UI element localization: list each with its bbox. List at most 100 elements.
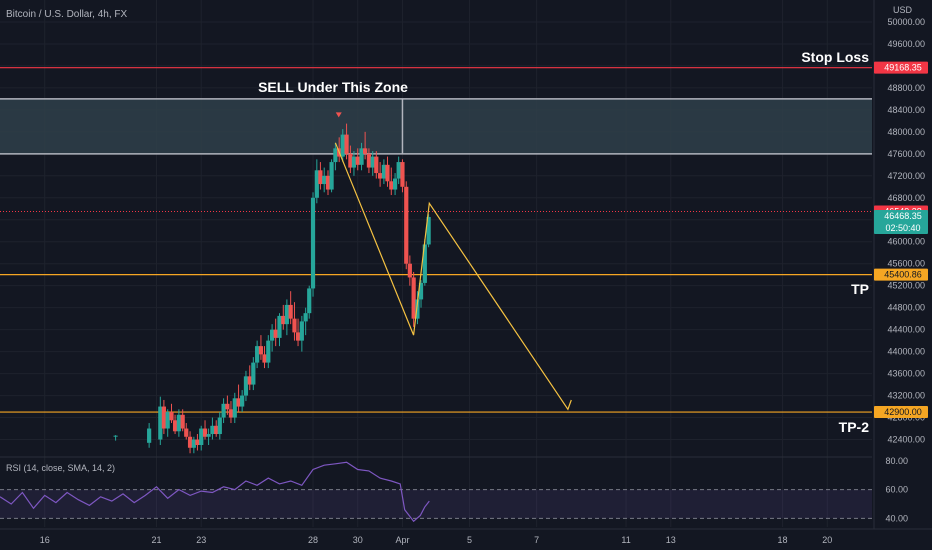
- candle-body: [202, 428, 208, 437]
- candle-body: [374, 156, 379, 174]
- candle: [266, 335, 271, 369]
- candle: [314, 159, 319, 204]
- candle: [202, 420, 208, 440]
- price-tick-label: 44400.00: [887, 325, 925, 335]
- candle-body: [314, 170, 319, 198]
- candle-body: [180, 414, 185, 429]
- candle: [221, 398, 226, 424]
- candle-body: [407, 263, 412, 278]
- candle-body: [277, 315, 282, 338]
- price-tick-label: 42400.00: [887, 435, 925, 445]
- candle-body: [400, 162, 405, 187]
- trend-path[interactable]: [334, 142, 572, 411]
- sell-zone[interactable]: [0, 98, 872, 155]
- candle: [217, 412, 222, 440]
- candle-body: [318, 170, 323, 185]
- price-tag-bg: [874, 210, 928, 235]
- time-tick-label: 11: [621, 535, 630, 545]
- candle-body: [161, 406, 166, 429]
- candle-body: [422, 244, 427, 283]
- candle-body: [172, 420, 178, 432]
- candle: [396, 156, 401, 185]
- candle: [329, 159, 334, 193]
- candle-body: [295, 332, 301, 341]
- price-tick-label: 43200.00: [887, 391, 925, 401]
- candle-body: [247, 376, 252, 385]
- candle: [184, 423, 189, 440]
- candle: [404, 181, 409, 270]
- time-tick-label: 5: [467, 535, 472, 545]
- candle-body: [310, 197, 316, 289]
- candle: [344, 123, 349, 160]
- candle: [351, 151, 357, 176]
- time-tick-label: 18: [778, 535, 788, 545]
- candle: [258, 335, 264, 360]
- time-tick-label: 23: [196, 535, 206, 545]
- candle-body: [288, 304, 293, 319]
- candle: [206, 428, 211, 446]
- candle-body: [273, 329, 278, 338]
- candle: [225, 395, 230, 415]
- stop-loss-tag-bg: [874, 61, 928, 74]
- candle: [191, 436, 196, 454]
- price-tag-text: 46468.35: [884, 211, 922, 221]
- price-tag-countdown: 02:50:40: [885, 223, 920, 233]
- candle: [333, 142, 338, 171]
- candle: [180, 409, 185, 432]
- candle: [318, 162, 323, 190]
- candle-body: [243, 376, 249, 396]
- candle: [411, 271, 416, 327]
- price-tick-label: 44800.00: [887, 303, 925, 313]
- candle-body: [236, 398, 241, 407]
- price-tick-label: 49600.00: [887, 39, 925, 49]
- candle: [199, 425, 204, 451]
- time-tick-label: 13: [666, 535, 676, 545]
- candle-body: [322, 175, 327, 185]
- tp-tag-text: 45400.86: [884, 270, 922, 280]
- candle: [273, 318, 278, 347]
- time-tick-label: 28: [308, 535, 318, 545]
- price-levels: [0, 67, 872, 413]
- candle-body: [307, 288, 312, 314]
- price-tick-label: 44000.00: [887, 347, 925, 357]
- candle: [240, 390, 245, 413]
- candle: [214, 420, 219, 437]
- candle: [147, 423, 152, 448]
- candle-body: [266, 340, 271, 363]
- candle-body: [396, 162, 401, 179]
- price-tick-label: 48800.00: [887, 83, 925, 93]
- candle-body: [363, 148, 368, 154]
- candle: [158, 396, 163, 446]
- candle-body: [418, 282, 424, 300]
- candle: [236, 384, 241, 413]
- tp2-tag-text: 42900.00: [884, 407, 922, 417]
- candle: [247, 365, 252, 391]
- trend-polyline[interactable]: [334, 142, 572, 411]
- rsi-label: RSI (14, close, SMA, 14, 2): [6, 463, 115, 473]
- candle: [295, 318, 301, 347]
- price-tick-label: 45600.00: [887, 259, 925, 269]
- zone-rect[interactable]: [0, 98, 872, 154]
- candle: [418, 280, 424, 308]
- candle: [366, 148, 372, 174]
- rsi-tick-label: 60.00: [885, 485, 908, 495]
- candle-body: [404, 186, 409, 264]
- time-tick-label: Apr: [395, 535, 409, 545]
- candle: [255, 340, 260, 369]
- candle-body: [214, 425, 219, 435]
- rsi-band: [0, 489, 872, 519]
- candle-body: [351, 156, 357, 168]
- candle-body: [221, 403, 226, 418]
- time-axis-bg[interactable]: [0, 529, 932, 550]
- time-tick-label: 21: [152, 535, 162, 545]
- candle: [310, 192, 316, 297]
- candle-body: [191, 439, 196, 448]
- candle-body: [199, 428, 204, 446]
- candle-body: [176, 414, 181, 432]
- time-tick-label: 20: [822, 535, 832, 545]
- zone-label: SELL Under This Zone: [258, 79, 408, 95]
- candle: [281, 304, 286, 330]
- time-axis[interactable]: 16 21 23 28 30 Apr 5 7 11 13 18 20: [0, 528, 932, 550]
- candle: [385, 156, 390, 187]
